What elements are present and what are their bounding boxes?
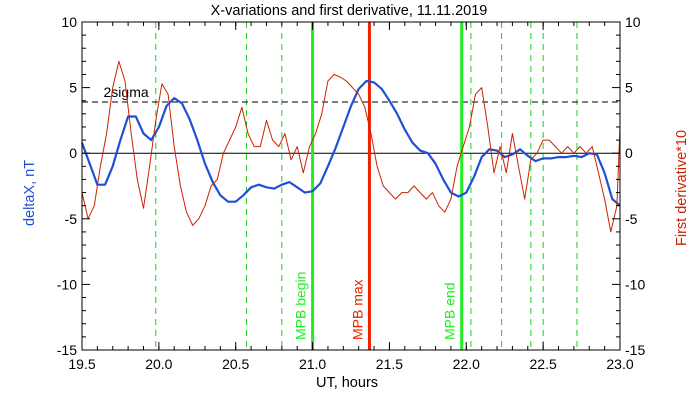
marker-label-0: MPB begin	[293, 272, 309, 340]
y-tick-label-left-0: -15	[57, 342, 77, 358]
plot-frame	[81, 21, 621, 351]
y-axis-label-right: First derivative*10	[674, 130, 690, 246]
x-tick-label-0: 19.5	[68, 356, 95, 372]
x-tick-label-3: 21.0	[299, 356, 326, 372]
y-axis-label-left: deltaX, nT	[22, 160, 38, 226]
chart-title: X-variations and first derivative, 11.11…	[211, 3, 488, 19]
y-tick-label-right-1: -10	[625, 276, 645, 292]
x-tick-label-5: 22.0	[453, 356, 480, 372]
marker-label-2: MPB end	[442, 282, 458, 340]
y-tick-label-right-3: 0	[625, 145, 633, 161]
series-line-deltaX	[80, 79, 621, 207]
y-tick-label-left-4: 5	[69, 80, 77, 96]
x-tick-label-1: 20.0	[145, 356, 172, 372]
series-line-derivative	[81, 60, 621, 233]
x-tick-label-6: 22.5	[530, 356, 557, 372]
x-tick-label-2: 20.5	[222, 356, 249, 372]
y-tick-label-left-3: 0	[69, 145, 77, 161]
x-tick-label-7: 23.0	[606, 356, 633, 372]
y-tick-label-right-5: 10	[625, 14, 641, 30]
y-tick-label-right-0: -15	[625, 342, 645, 358]
y-tick-label-left-5: 10	[61, 14, 77, 30]
y-tick-label-right-4: 5	[625, 80, 633, 96]
x-tick-label-4: 21.5	[376, 356, 403, 372]
y-tick-label-left-2: -5	[65, 211, 78, 227]
x-axis-label: UT, hours	[316, 375, 378, 391]
marker-label-1: MPB max	[349, 279, 365, 340]
y-tick-label-right-2: -5	[625, 211, 638, 227]
y-tick-label-left-1: -10	[57, 276, 77, 292]
